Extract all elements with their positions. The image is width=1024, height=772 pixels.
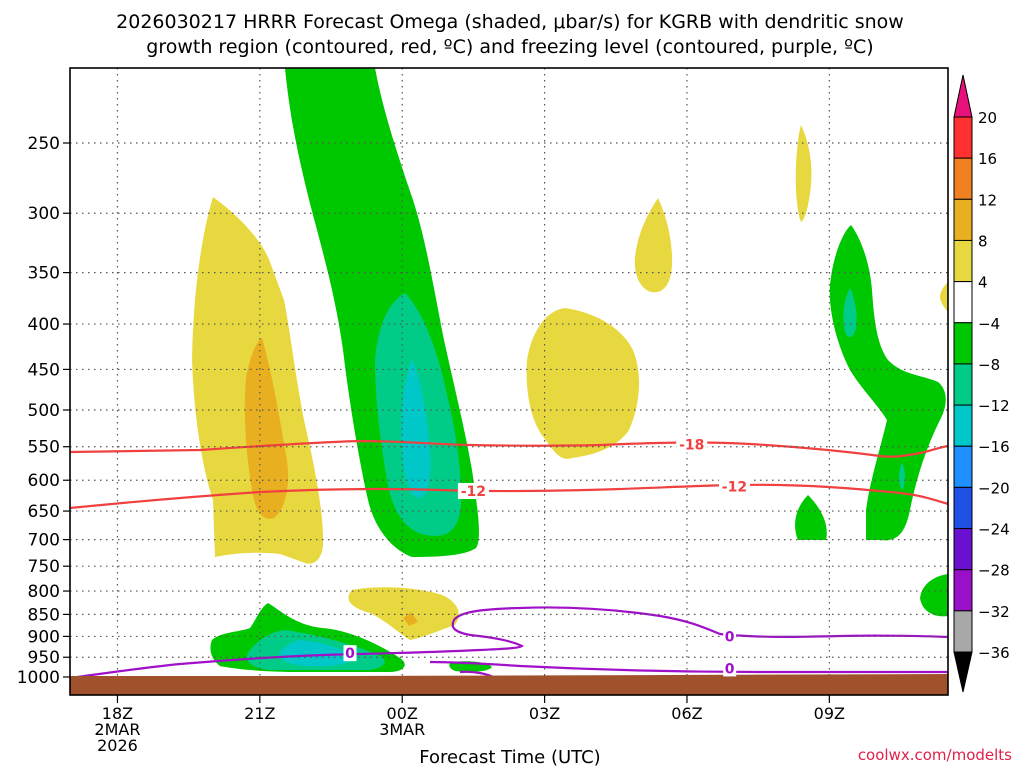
colorbar-label-10: −24	[978, 521, 1010, 539]
contour-label-1: -12	[461, 484, 486, 500]
colorbar-swatch-3	[953, 239, 973, 283]
colorbar-label-11: −28	[978, 562, 1010, 580]
y-tick-label-300: 300	[28, 204, 60, 224]
omega-region-neg8-east-small	[899, 462, 905, 490]
contour-label-2: -12	[722, 480, 747, 496]
y-tick-label-250: 250	[28, 134, 60, 154]
omega-region-neg4-east	[829, 225, 946, 541]
credit-label: coolwx.com/modelts	[858, 746, 1012, 764]
ground-surface	[70, 676, 948, 695]
contour-label-bg-4	[723, 628, 737, 645]
y-tick-label-750: 750	[28, 557, 60, 577]
colorbar-swatch-7	[953, 404, 973, 447]
y-tick-label-900: 900	[28, 627, 60, 647]
colorbar-swatch-4	[953, 281, 973, 324]
colorbar-swatch-0	[953, 116, 973, 159]
y-tick-label-550: 550	[28, 438, 60, 458]
y-tick-label-450: 450	[28, 360, 60, 380]
colorbar-top-arrow	[953, 74, 973, 118]
x-tick-label-18Z: 18Z	[102, 704, 133, 723]
colorbar-label-1: 16	[978, 150, 997, 168]
colorbar-swatch-8	[953, 445, 973, 488]
colorbar-bottom-arrow	[953, 651, 973, 693]
omega-region-neg12-band	[401, 360, 431, 498]
omega-region-pos4-lower	[348, 587, 459, 640]
colorbar-label-2: 12	[978, 191, 997, 209]
colorbar-label-0: 20	[978, 109, 997, 127]
colorbar-label-4: 4	[978, 274, 988, 292]
y-tick-label-500: 500	[28, 401, 60, 421]
plot-area: -18 -12 -12 0 0 0	[69, 67, 949, 696]
colorbar-swatch-6	[953, 363, 973, 406]
colorbar-swatch-5	[953, 322, 973, 365]
x-tick-label-06Z: 06Z	[671, 704, 702, 723]
colorbar-swatch-12	[953, 610, 973, 653]
colorbar-swatch-2	[953, 198, 973, 241]
chart-title-line1: 2026030217 HRRR Forecast Omega (shaded, …	[116, 11, 904, 33]
y-tick-label-350: 350	[28, 264, 60, 284]
y-tick-label-700: 700	[28, 531, 60, 551]
ground-top-edge	[69, 674, 949, 679]
y-tick-label-800: 800	[28, 582, 60, 602]
colorbar-label-13: −36	[978, 644, 1010, 662]
x-tick-label-00Z: 00Z	[387, 704, 418, 723]
x-tick-label-2MAR: 2MAR	[94, 720, 140, 739]
freezing-level-contour-lower-line	[429, 660, 948, 674]
contour-label-bg-1	[457, 482, 489, 499]
y-axis: 2503003504004505005506006507007508008509…	[17, 134, 70, 688]
colorbar-label-9: −20	[978, 479, 1010, 497]
colorbar-swatch-1	[953, 157, 973, 200]
x-axis-title: Forecast Time (UTC)	[419, 747, 600, 768]
colorbar-label-5: −4	[978, 315, 1000, 333]
contour-label-bg-5	[723, 660, 737, 677]
x-tick-label-2026: 2026	[97, 736, 138, 755]
dendritic-contour-minus18-line	[69, 439, 949, 458]
omega-region-neg4-edge	[920, 574, 948, 617]
colorbar-swatch-10	[953, 528, 973, 571]
omega-region-pos4-edge	[939, 282, 948, 312]
x-tick-label-21Z: 21Z	[244, 704, 275, 723]
colorbar-label-8: −16	[978, 438, 1010, 456]
x-tick-label-3MAR: 3MAR	[379, 720, 425, 739]
y-tick-label-650: 650	[28, 502, 60, 522]
y-tick-label-1000: 1000	[17, 668, 60, 688]
omega-region-neg8-east	[843, 288, 857, 337]
contour-labels: -18 -12 -12 0 0 0	[343, 436, 750, 677]
colorbar-swatch-9	[953, 486, 973, 530]
omega-region-neg4-small	[795, 495, 827, 540]
y-tick-label-600: 600	[28, 471, 60, 491]
contour-label-bg-0	[676, 436, 708, 453]
contour-label-bg-3	[343, 645, 357, 662]
omega-region-pos4-upper	[634, 198, 673, 293]
omega-region-pos4-mid	[526, 308, 640, 459]
colorbar: 20 16 12 8 4 −4 −8 −12 −16 −20 −24 −28 −32 −36	[953, 74, 1010, 693]
dendritic-contour-minus12-line	[69, 483, 949, 510]
colorbar-label-6: −8	[978, 356, 1000, 374]
omega-region-pos8-west	[244, 338, 289, 519]
colorbar-label-3: 8	[978, 232, 988, 250]
colorbar-label-7: −12	[978, 397, 1010, 415]
contour-label-5: 0	[725, 661, 735, 677]
contour-label-3: 0	[345, 646, 355, 662]
omega-region-pos8-lower	[403, 612, 418, 626]
y-tick-label-950: 950	[28, 648, 60, 668]
contour-label-bg-2	[718, 478, 750, 495]
colorbar-label-12: −32	[978, 603, 1010, 621]
plot-frame	[69, 67, 949, 696]
y-tick-label-400: 400	[28, 315, 60, 335]
chart-title-line2: growth region (contoured, red, ºC) and f…	[146, 36, 873, 58]
x-tick-label-03Z: 03Z	[529, 704, 560, 723]
contour-label-4: 0	[725, 629, 735, 645]
contour-label-0: -18	[679, 438, 704, 454]
y-tick-label-850: 850	[28, 605, 60, 625]
freezing-level-contour-line	[69, 606, 949, 680]
omega-region-pos4-top	[795, 125, 812, 222]
omega-region-neg12-lower	[279, 640, 355, 667]
colorbar-swatch-11	[953, 569, 973, 612]
x-tick-label-09Z: 09Z	[814, 704, 845, 723]
